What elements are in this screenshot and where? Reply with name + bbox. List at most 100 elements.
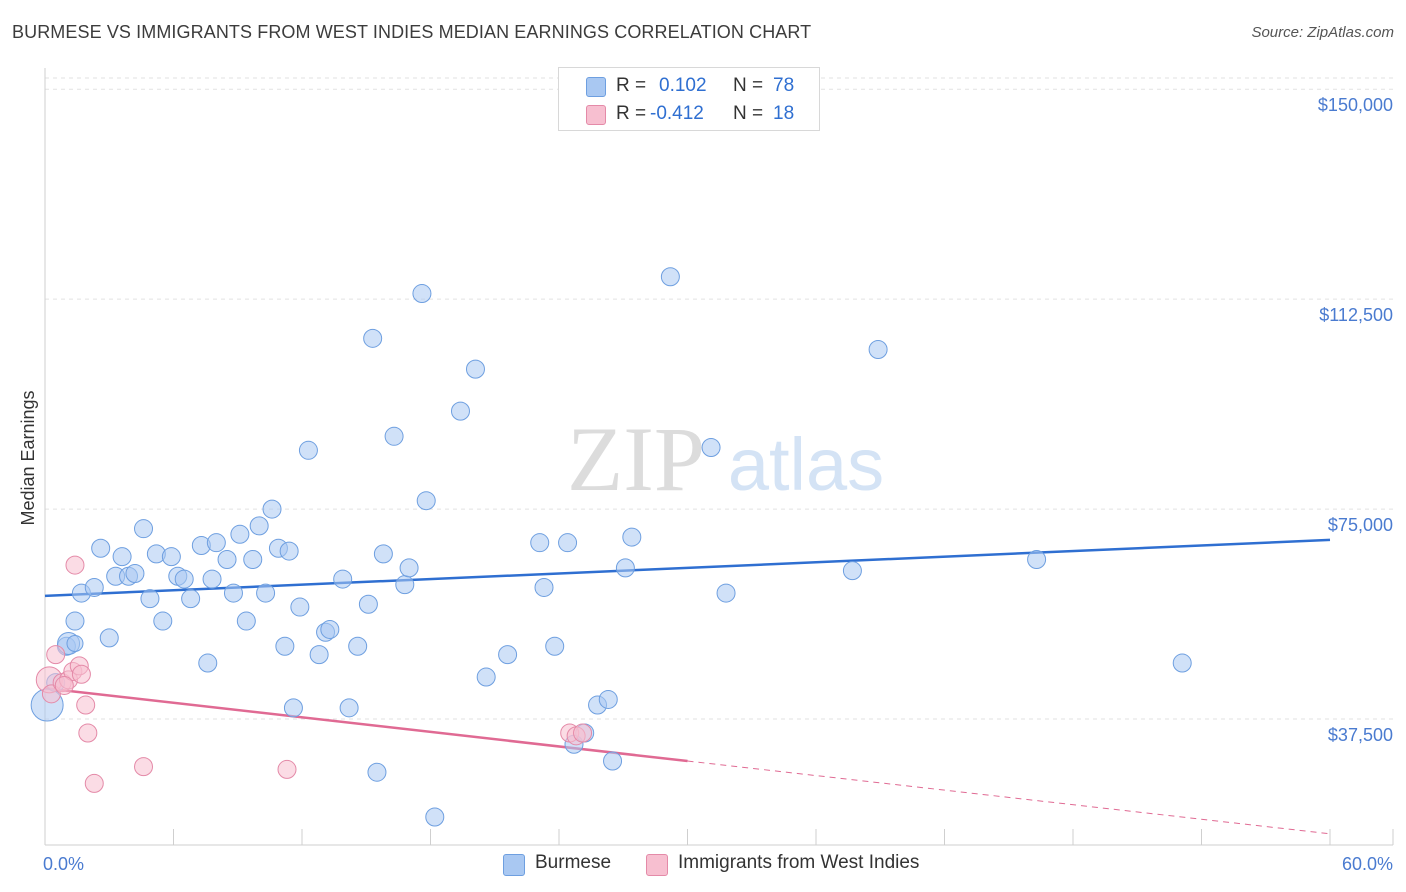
point-west-indies xyxy=(71,664,91,684)
point-burmese xyxy=(384,426,404,446)
point-west-indies xyxy=(54,675,74,695)
y-tick-label: $75,000 xyxy=(1328,515,1393,535)
y-axis-title: Median Earnings xyxy=(18,390,38,525)
x-tick-label-right: 60.0% xyxy=(1342,854,1393,874)
point-west-indies xyxy=(78,723,98,743)
y-tick-labels: $37,500 $75,000 $112,500 $150,000 xyxy=(1318,95,1393,745)
point-burmese xyxy=(530,533,550,553)
point-burmese xyxy=(206,533,226,553)
point-burmese xyxy=(367,762,387,782)
point-burmese xyxy=(498,645,518,665)
point-burmese xyxy=(256,583,276,603)
legend-row-west-indies: R = -0.412 N = 18 xyxy=(559,101,819,129)
point-burmese xyxy=(309,645,329,665)
point-burmese xyxy=(842,561,862,581)
point-burmese xyxy=(320,619,340,639)
point-burmese xyxy=(262,499,282,519)
point-burmese xyxy=(134,519,154,539)
legend-swatch-west-indies xyxy=(646,854,668,876)
point-burmese xyxy=(290,597,310,617)
legend-n-label: N = xyxy=(733,75,764,96)
legend-n-value: 18 xyxy=(773,103,795,124)
point-west-indies xyxy=(134,757,154,777)
point-burmese xyxy=(358,594,378,614)
legend-r-label: R = xyxy=(616,75,647,96)
legend-r-value: -0.412 xyxy=(650,103,704,124)
point-burmese xyxy=(412,284,432,304)
trend-lines xyxy=(44,538,1331,835)
point-burmese xyxy=(198,653,218,673)
legend-label-burmese: Burmese xyxy=(535,852,612,873)
point-burmese xyxy=(65,611,85,631)
y-tick-label: $150,000 xyxy=(1318,95,1393,115)
point-burmese xyxy=(373,544,393,564)
data-points xyxy=(30,267,1192,827)
point-burmese xyxy=(476,667,496,687)
point-burmese xyxy=(236,611,256,631)
point-burmese xyxy=(425,807,445,827)
watermark-zip: ZIP xyxy=(567,408,705,510)
point-burmese xyxy=(622,527,642,547)
point-west-indies xyxy=(573,723,593,743)
point-west-indies xyxy=(46,645,66,665)
legend-r-label: R = xyxy=(616,103,647,124)
point-burmese xyxy=(223,583,243,603)
point-burmese xyxy=(112,547,132,567)
point-burmese xyxy=(598,689,618,709)
point-burmese xyxy=(161,547,181,567)
point-burmese xyxy=(283,698,303,718)
point-west-indies xyxy=(277,759,297,779)
point-burmese xyxy=(125,563,145,583)
point-burmese xyxy=(660,267,680,287)
point-burmese xyxy=(249,516,269,536)
point-burmese xyxy=(701,438,721,458)
chart-source: Source: ZipAtlas.com xyxy=(1251,24,1394,41)
point-burmese xyxy=(333,569,353,589)
point-burmese xyxy=(181,589,201,609)
point-burmese xyxy=(465,359,485,379)
point-burmese xyxy=(534,577,554,597)
point-burmese xyxy=(416,491,436,511)
point-burmese xyxy=(84,577,104,597)
point-burmese xyxy=(395,575,415,595)
point-burmese xyxy=(868,340,888,360)
y-tick-label: $112,500 xyxy=(1319,305,1393,325)
legend-n-label: N = xyxy=(733,103,764,124)
point-burmese xyxy=(298,440,318,460)
point-burmese xyxy=(279,541,299,561)
legend-label-west-indies: Immigrants from West Indies xyxy=(678,852,920,873)
point-burmese xyxy=(545,636,565,656)
legend-row-burmese: R = 0.102 N = 78 xyxy=(559,73,819,101)
point-burmese xyxy=(153,611,173,631)
point-burmese xyxy=(99,628,119,648)
legend-swatch-burmese xyxy=(586,77,606,97)
point-burmese xyxy=(243,549,263,569)
point-burmese xyxy=(363,328,383,348)
point-burmese xyxy=(217,549,237,569)
watermark-atlas: atlas xyxy=(728,423,884,506)
point-burmese xyxy=(603,751,623,771)
point-burmese xyxy=(716,583,736,603)
point-burmese xyxy=(615,558,635,578)
series-legend: Burmese Immigrants from West Indies xyxy=(0,852,1406,878)
watermark: ZIP atlas xyxy=(567,408,884,510)
point-burmese xyxy=(202,569,222,589)
point-west-indies xyxy=(76,695,96,715)
point-burmese xyxy=(1172,653,1192,673)
axes xyxy=(44,68,1394,846)
legend-n-value: 78 xyxy=(773,75,795,96)
point-burmese xyxy=(339,698,359,718)
legend-swatch-west-indies xyxy=(586,105,606,125)
chart-title: BURMESE VS IMMIGRANTS FROM WEST INDIES M… xyxy=(12,22,812,42)
point-burmese xyxy=(230,524,250,544)
trend-line-dashed xyxy=(687,760,1331,835)
point-burmese xyxy=(174,569,194,589)
point-burmese xyxy=(1027,549,1047,569)
y-tick-label: $37,500 xyxy=(1328,725,1393,745)
point-burmese xyxy=(450,401,470,421)
x-tick-label-left: 0.0% xyxy=(43,854,84,874)
point-burmese xyxy=(140,589,160,609)
point-west-indies xyxy=(65,555,85,575)
legend-swatch-burmese xyxy=(503,854,525,876)
